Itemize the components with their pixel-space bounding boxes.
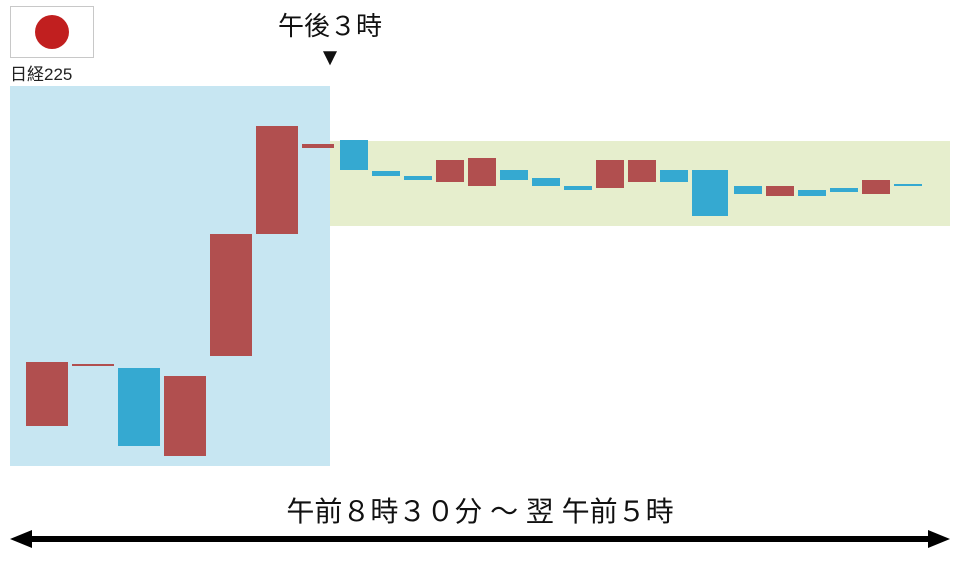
- candle: [628, 86, 656, 466]
- candle: [830, 86, 858, 466]
- candle: [660, 86, 688, 466]
- candle: [118, 86, 160, 466]
- candlestick-chart: [10, 86, 950, 466]
- flag-circle: [35, 15, 69, 49]
- timeline-arrow-icon: [10, 530, 950, 548]
- candle: [26, 86, 68, 466]
- candle: [532, 86, 560, 466]
- session-marker-label: 午後３時: [278, 6, 382, 43]
- candle: [862, 86, 890, 466]
- candle: [798, 86, 826, 466]
- candle: [596, 86, 624, 466]
- candle: [734, 86, 762, 466]
- candle: [766, 86, 794, 466]
- candle: [500, 86, 528, 466]
- timeline: 午前８時３０分 〜 翌 午前５時: [10, 490, 950, 550]
- candle: [340, 86, 368, 466]
- candle: [164, 86, 206, 466]
- candle: [302, 86, 334, 466]
- candle: [894, 86, 922, 466]
- candle: [692, 86, 728, 466]
- candle: [72, 86, 114, 466]
- index-label: 日経225: [10, 60, 72, 85]
- japan-flag-icon: [10, 6, 94, 58]
- session-marker-arrow-icon: ▼: [318, 44, 342, 72]
- candle: [564, 86, 592, 466]
- candle: [404, 86, 432, 466]
- candle: [436, 86, 464, 466]
- candle: [210, 86, 252, 466]
- candle: [256, 86, 298, 466]
- candle: [468, 86, 496, 466]
- candle: [372, 86, 400, 466]
- timeline-label: 午前８時３０分 〜 翌 午前５時: [10, 490, 950, 530]
